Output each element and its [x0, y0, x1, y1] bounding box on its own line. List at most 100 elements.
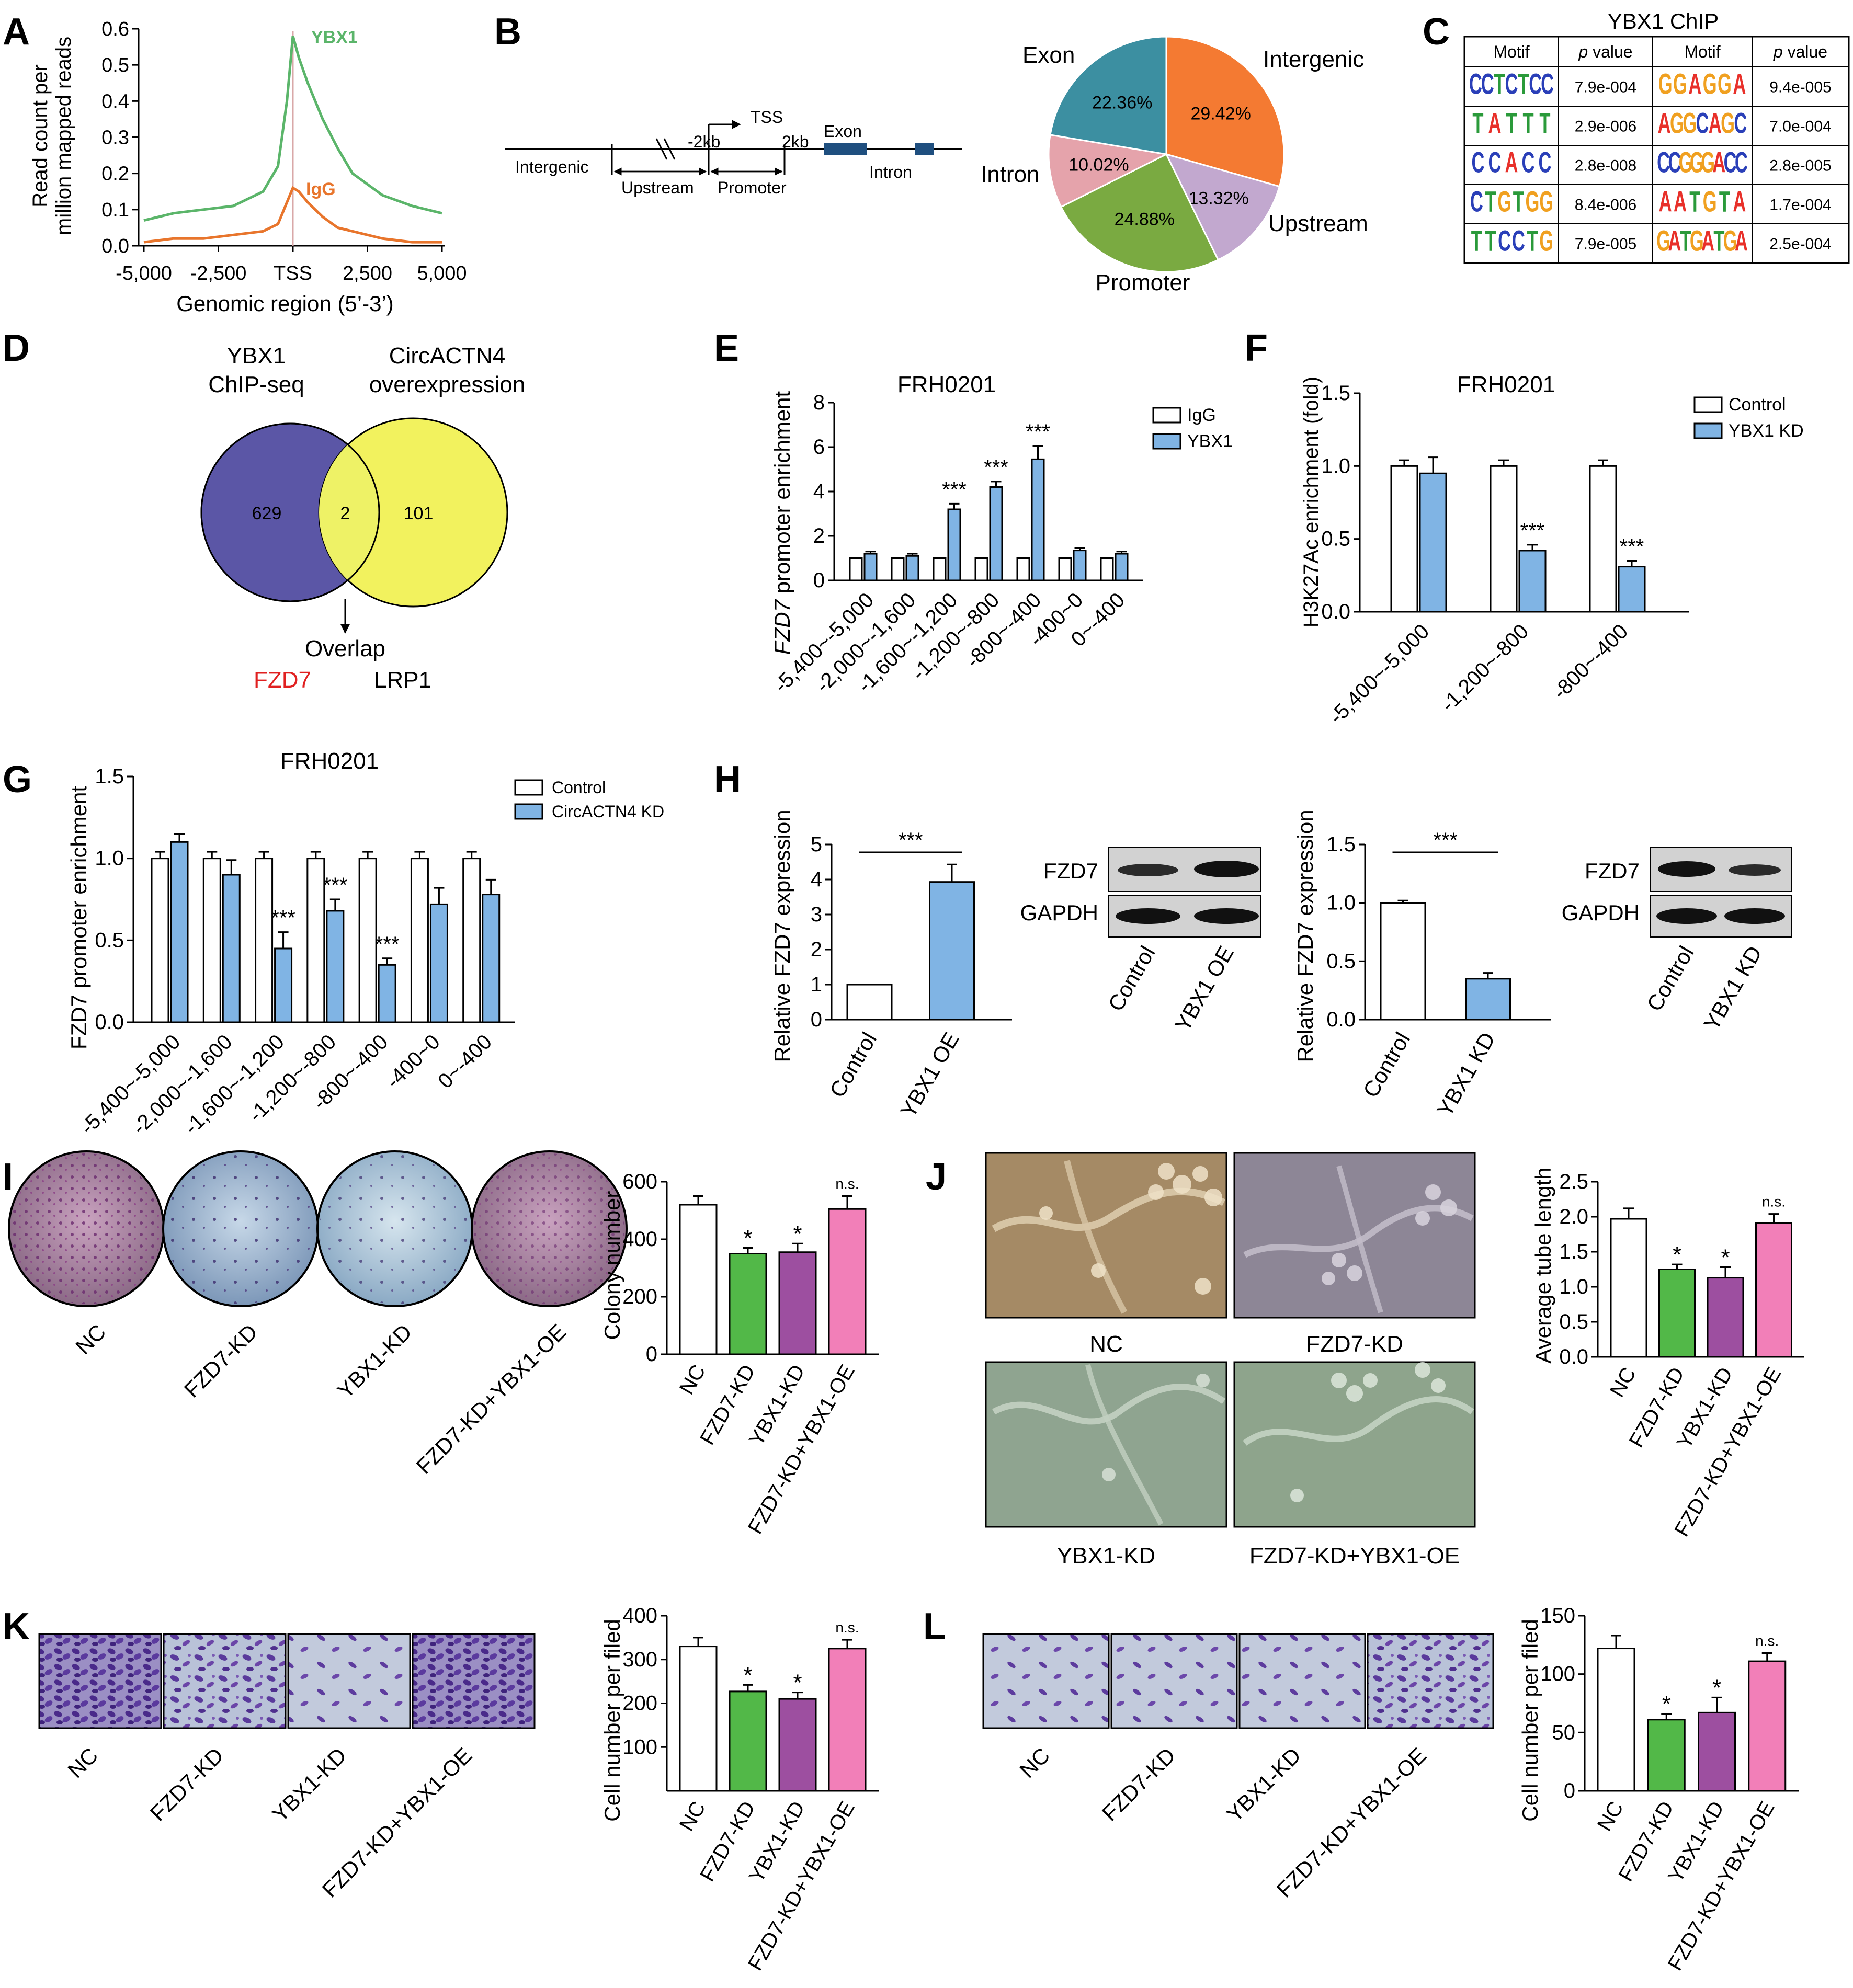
legend-label-ybx1kd-f: YBX1 KD	[1729, 421, 1804, 441]
panel-a-y-tick-label: 0.5	[101, 54, 129, 76]
panel-l-bar-fzd7-kd	[1647, 1719, 1686, 1792]
svg-text:T: T	[1527, 224, 1538, 257]
panel-e-ylabel-gene: FZD7	[770, 599, 794, 655]
panel-e-bar-igg	[974, 557, 988, 581]
panel-h-left-y-tick-label: 0	[811, 1008, 822, 1031]
panel-a-x-tick-label: 5,000	[417, 262, 467, 284]
svg-text:T: T	[1689, 185, 1700, 218]
panel-f-y-tick-label: 0.5	[1321, 528, 1350, 551]
panel-g-significance: ***	[323, 874, 348, 897]
panel-e-bar-igg	[933, 557, 947, 581]
venn-left-title-2: ChIP-seq	[208, 372, 304, 397]
blot-lane-control-oe: Control	[1103, 942, 1159, 1015]
panel-l: NC FZD7-KD YBX1-KD FZD7-KD+YBX1-OE Cell …	[982, 1604, 1799, 1974]
panel-h-right-y-tick-label: 1.0	[1326, 892, 1356, 915]
panel-e-bar-ybx1	[1031, 458, 1045, 581]
svg-text:A: A	[1674, 185, 1687, 218]
venn-right-title-1: CircACTN4	[389, 343, 505, 369]
legend-swatch-control-f	[1693, 396, 1723, 413]
svg-text:C: C	[1481, 67, 1494, 100]
pie-label-promoter: Promoter	[1096, 270, 1190, 295]
colony-dish-ybx1kd	[316, 1150, 473, 1307]
panel-g-x-tick-label: 0~-400	[434, 1030, 496, 1093]
tube-image-fzd7kd	[1233, 1152, 1476, 1319]
panel-f-y-tick-label: 0.0	[1321, 600, 1350, 623]
svg-text:C: C	[1541, 67, 1554, 100]
colony-dish-rescue	[471, 1150, 628, 1307]
legend-label-control-f: Control	[1729, 395, 1786, 415]
svg-text:G: G	[1703, 67, 1717, 100]
panel-e-significance: ***	[984, 456, 1008, 479]
panel-j-significance: n.s.	[1762, 1194, 1786, 1210]
blot-lane-ybx1oe: YBX1 OE	[1170, 942, 1238, 1035]
svg-text:T: T	[1518, 67, 1529, 100]
panel-k-y-tick-label: 400	[622, 1604, 657, 1627]
panel-j-significance: *	[1721, 1244, 1730, 1270]
pie-percent-upstream: 13.32%	[1188, 189, 1248, 209]
panel-k-significance: *	[793, 1670, 802, 1696]
tube-label-ybx1kd: YBX1-KD	[1057, 1543, 1155, 1569]
svg-text:T: T	[1485, 185, 1496, 218]
svg-text:C: C	[1696, 107, 1709, 139]
tube-label-nc: NC	[1089, 1331, 1123, 1357]
panel-g-x-tick-label: -400~0	[382, 1030, 445, 1093]
panel-j-ylabel: Average tube length	[1531, 1167, 1555, 1363]
panel-j-y-tick-label: 1.5	[1559, 1240, 1588, 1263]
panel-i-y-tick-label: 400	[622, 1228, 657, 1251]
gene-lrp1: LRP1	[374, 667, 431, 693]
panel-e-bar-igg	[1100, 557, 1114, 581]
panel-g: FRH0201 FZD7 promoter enrichment 0.0 0.5 1…	[66, 748, 664, 1139]
panel-e: FRH0201 FZD7 promoter enrichment 02468-5…	[769, 372, 1233, 697]
western-blot-oe: FZD7 GAPDH Control YBX1 OE	[1020, 847, 1261, 1035]
svg-text:A: A	[1658, 107, 1671, 139]
panel-j-bar-fzd7-kd	[1658, 1269, 1696, 1358]
panel-g-significance: ***	[375, 933, 400, 956]
panel-g-bar-circactn4-kd	[170, 841, 189, 1023]
motif-pvalue: 1.7e-004	[1769, 197, 1831, 214]
motif-pvalue: 7.9e-005	[1575, 236, 1636, 253]
pie-label-intron: Intron	[981, 162, 1040, 187]
panel-a-y-tick-label: 0.2	[101, 163, 129, 185]
panel-f-ylabel: H3K27Ac enrichment (fold)	[1300, 376, 1323, 627]
label-promoter: Promoter	[718, 178, 787, 197]
migration-image-rescue	[412, 1633, 536, 1729]
panel-f-y-tick-label: 1.5	[1321, 382, 1350, 405]
svg-text:G: G	[1703, 185, 1717, 218]
panel-i-significance: *	[743, 1226, 752, 1251]
legend-swatch-circkd-g	[514, 803, 543, 820]
svg-text:T: T	[1506, 107, 1517, 139]
panel-h-left-y-tick-label: 4	[811, 868, 822, 891]
panel-a-x-tick-label: -5,000	[116, 262, 172, 284]
panel-c-title: YBX1 ChIP	[1608, 9, 1719, 33]
venn-overlap	[319, 444, 379, 580]
panel-e-y-tick-label: 0	[813, 569, 825, 592]
panel-j-y-tick-label: 0.5	[1559, 1310, 1588, 1333]
panel-g-bar-circactn4-kd	[429, 903, 448, 1023]
panel-f-bar-ybx1-kd	[1518, 550, 1547, 613]
svg-text:T: T	[1522, 107, 1533, 139]
invasion-image-rescue	[1367, 1633, 1494, 1729]
panel-k-significance: *	[743, 1662, 752, 1688]
panel-h-right-y-tick-label: 0.5	[1326, 950, 1356, 973]
panel-e-bar-ybx1	[1115, 553, 1129, 581]
panel-i-y-tick-label: 200	[622, 1285, 657, 1308]
colony-dish-fzd7kd	[162, 1150, 319, 1307]
pie-slice-intron	[1048, 134, 1169, 208]
panel-h-right-x-tick-label: Control	[1358, 1028, 1415, 1102]
pie-percent-exon: 22.36%	[1092, 93, 1152, 112]
venn-count-left: 629	[252, 504, 282, 523]
panel-h-left-bar-control	[846, 984, 893, 1021]
svg-text:G: G	[1718, 67, 1732, 100]
panel-a-y-tick-label: 0.1	[101, 199, 129, 221]
svg-text:G: G	[1690, 224, 1704, 257]
panel-g-y-tick-label: 1.5	[95, 765, 124, 788]
svg-text:A: A	[1688, 67, 1701, 100]
svg-text:T: T	[1539, 107, 1550, 139]
legend-label-control-g: Control	[552, 778, 606, 797]
panel-k-x-tick-label: FZD7-KD+YBX1-OE	[744, 1798, 859, 1975]
